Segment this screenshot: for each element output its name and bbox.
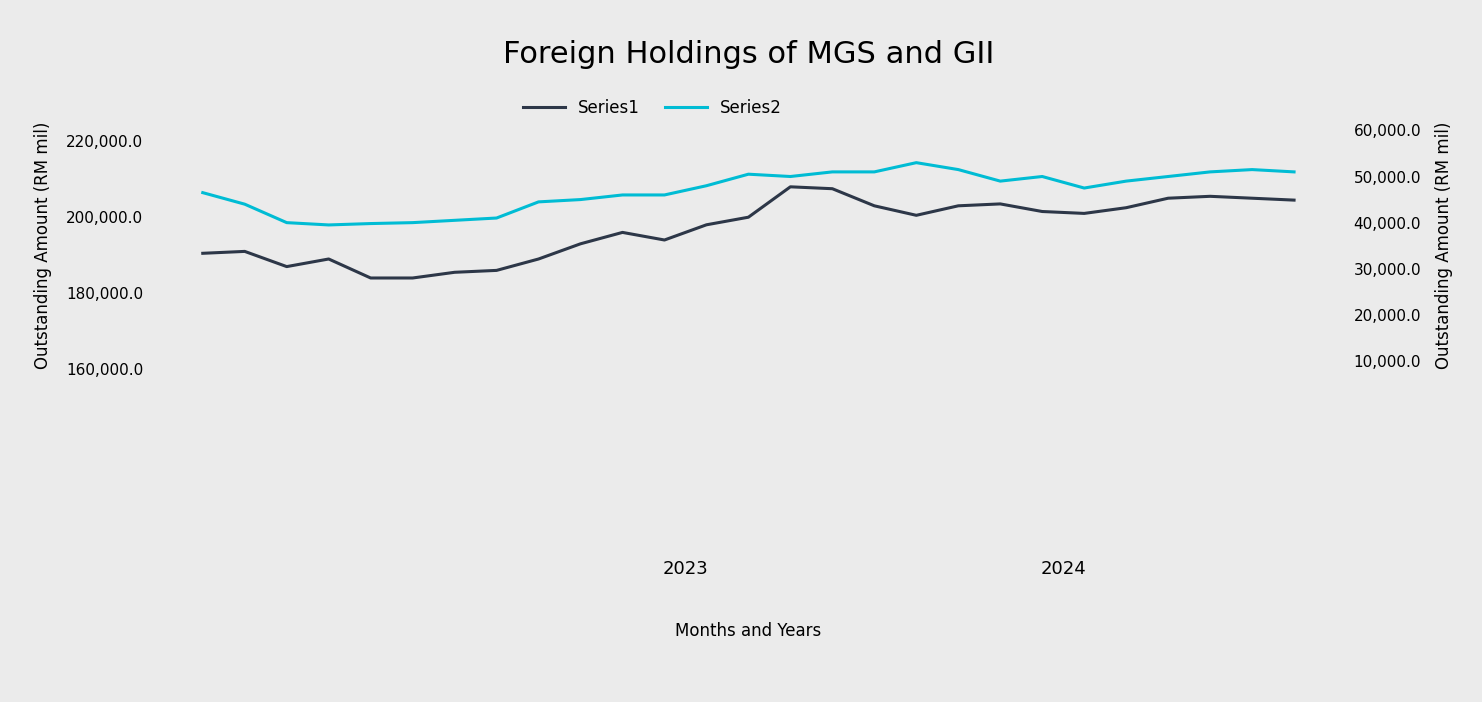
Title: Foreign Holdings of MGS and GII: Foreign Holdings of MGS and GII [502,41,994,69]
Series2 [529,198,547,206]
Series1 [1033,207,1051,216]
Series1 [655,236,673,244]
Series2 [1285,168,1303,176]
Series1 [698,220,716,229]
Series1 [362,274,379,282]
Series2 [991,177,1009,185]
Series1 [865,201,883,210]
Series2 [950,166,968,174]
Series1 [991,199,1009,208]
Series2 [1202,168,1220,176]
Series2 [824,168,842,176]
Series2 [488,214,505,223]
Series2 [362,219,379,227]
Series2 [403,218,421,227]
Series2 [1243,166,1261,174]
Series1 [614,228,631,237]
Series2 [1159,172,1177,180]
Series1 [320,255,338,263]
Series1 [950,201,968,210]
Series1 [1285,196,1303,204]
Series1 [194,249,212,258]
Series2 [572,195,590,204]
Legend: Series1, Series2: Series1, Series2 [516,93,788,124]
Series1 [1117,204,1135,212]
Series2 [1076,184,1094,192]
Series2 [740,170,757,178]
Line: Series2: Series2 [203,163,1294,225]
Text: 2024: 2024 [1040,560,1086,578]
Series2 [698,182,716,190]
Y-axis label: Outstanding Amount (RM mil): Outstanding Amount (RM mil) [34,122,52,369]
Series2 [781,172,799,180]
Series2 [655,191,673,199]
Series2 [1033,172,1051,180]
Series1 [236,247,253,256]
Series2 [320,220,338,229]
Series2 [236,200,253,208]
Series1 [277,263,295,271]
Series1 [1202,192,1220,201]
Series2 [446,216,464,225]
Series1 [1159,194,1177,202]
Series2 [277,218,295,227]
Series1 [907,211,925,220]
Series2 [614,191,631,199]
Series1 [781,183,799,191]
Series1 [488,266,505,274]
Series1 [572,239,590,248]
Series2 [907,159,925,167]
Series2 [865,168,883,176]
Series1 [403,274,421,282]
Line: Series1: Series1 [203,187,1294,278]
Series1 [1076,209,1094,218]
Series1 [824,185,842,193]
Text: 2023: 2023 [662,560,708,578]
Series1 [529,255,547,263]
Series2 [194,188,212,197]
Y-axis label: Outstanding Amount (RM mil): Outstanding Amount (RM mil) [1435,122,1452,369]
Text: Months and Years: Months and Years [676,623,821,640]
Series1 [446,268,464,277]
Series1 [1243,194,1261,202]
Series2 [1117,177,1135,185]
Series1 [740,213,757,221]
